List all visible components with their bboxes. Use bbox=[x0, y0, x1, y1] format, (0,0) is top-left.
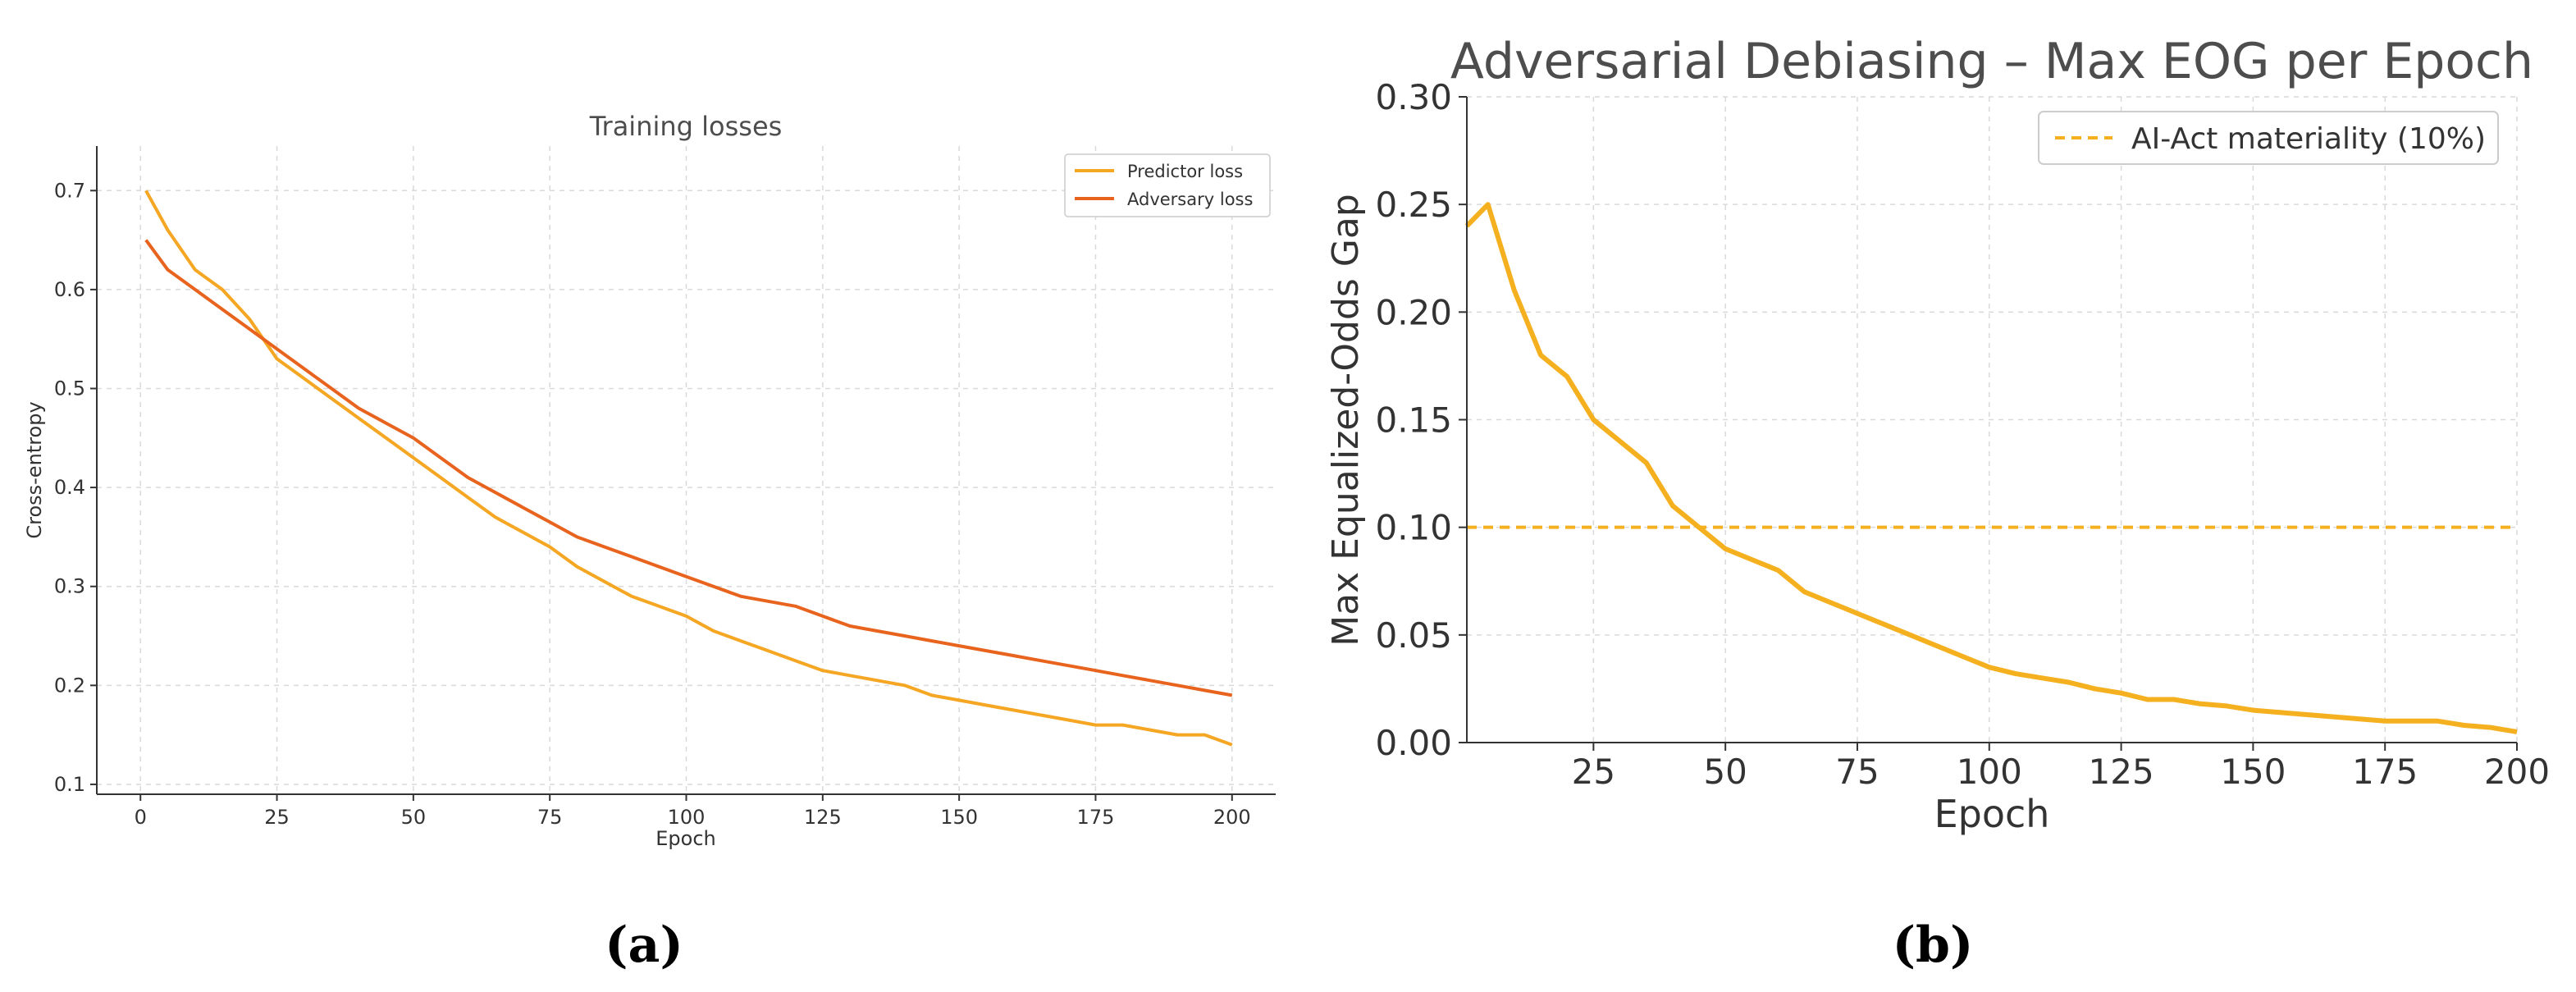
legend-adversary-label: Adversary loss bbox=[1127, 190, 1253, 209]
panel-a-x-tick-label: 100 bbox=[668, 806, 706, 829]
panel-b-y-tick-label: 0.30 bbox=[1375, 77, 1452, 117]
panel-b-y-tick-label: 0.20 bbox=[1375, 292, 1452, 332]
panel-a-x-tick-label: 150 bbox=[940, 806, 978, 829]
panel-a-y-tick-label: 0.1 bbox=[54, 773, 85, 796]
panel-b-x-tick-label: 200 bbox=[2484, 752, 2550, 792]
predictor-loss-line bbox=[144, 190, 1233, 747]
panel-b-legend: AI-Act materiality (10%) bbox=[2038, 111, 2499, 165]
panel-b-x-tick-label: 150 bbox=[2220, 752, 2286, 792]
panel-a-y-label: Cross-entropy bbox=[23, 401, 46, 538]
panel-a-x-tick-label: 200 bbox=[1213, 806, 1251, 829]
panel-b-x-tick-label: 25 bbox=[1572, 752, 1615, 792]
panel-b-max-eog: 25 50 75 100 125 150 175 200 0.000.050.100.150.… bbox=[1325, 33, 2550, 974]
panel-a-x-label: Epoch bbox=[655, 827, 716, 850]
panel-b-y-label: Max Equalized-Odds Gap bbox=[1325, 194, 1367, 647]
panel-b-x-tick-label: 50 bbox=[1703, 752, 1747, 792]
panel-b-x-tick-label: 175 bbox=[2352, 752, 2418, 792]
panel-a-x-tick-label: 125 bbox=[804, 806, 842, 829]
panel-a-x-tick-label: 25 bbox=[264, 806, 290, 829]
panel-b-lines bbox=[1464, 202, 2518, 734]
panel-a-x-tick-label: 175 bbox=[1077, 806, 1115, 829]
panel-a-x-tick-label: 0 bbox=[135, 806, 147, 829]
panel-b-caption: (b) bbox=[1893, 917, 1974, 974]
panel-b-title: Adversarial Debiasing – Max EOG per Epoc… bbox=[1450, 33, 2533, 90]
panel-a-y-tick-label: 0.5 bbox=[54, 377, 85, 400]
panel-a-caption: (a) bbox=[605, 917, 683, 974]
panel-b-grid bbox=[1467, 96, 2518, 743]
panel-a-y-tick-label: 0.2 bbox=[54, 674, 85, 697]
panel-a-grid bbox=[97, 146, 1276, 794]
panel-a-y-tick-label: 0.6 bbox=[54, 278, 85, 301]
panel-a-lines bbox=[144, 190, 1233, 747]
panel-a-y-tick-label: 0.3 bbox=[54, 575, 85, 598]
panel-b-x-ticks: 25 50 75 100 125 150 175 200 bbox=[1572, 743, 2550, 792]
panel-b-x-tick-label: 100 bbox=[1957, 752, 2022, 792]
legend-materiality-label: AI-Act materiality (10%) bbox=[2131, 122, 2486, 156]
panel-a-y-tick-label: 0.7 bbox=[54, 179, 85, 202]
legend-predictor-label: Predictor loss bbox=[1127, 162, 1243, 181]
panel-b-x-tick-label: 75 bbox=[1835, 752, 1879, 792]
panel-b-legend-box bbox=[2038, 111, 2499, 165]
panel-a-y-tick-label: 0.4 bbox=[54, 476, 85, 499]
panel-a-x-ticks: 0 25 50 75 100 125 150 175 200 bbox=[135, 794, 1251, 829]
panel-a-legend-box bbox=[1064, 153, 1271, 217]
panel-b-y-tick-label: 0.15 bbox=[1375, 400, 1452, 441]
panel-b-y-tick-label: 0.00 bbox=[1375, 723, 1452, 763]
panel-b-y-tick-label: 0.25 bbox=[1375, 185, 1452, 225]
panel-a-title: Training losses bbox=[589, 111, 783, 142]
panel-b-y-tick-label: 0.10 bbox=[1375, 508, 1452, 548]
panel-a-training-losses: 0 25 50 75 100 125 150 175 200 0.10.20.30.40.50.… bbox=[23, 111, 1276, 974]
panel-b-x-tick-label: 125 bbox=[2089, 752, 2154, 792]
panel-b-y-tick-label: 0.05 bbox=[1375, 615, 1452, 656]
panel-b-x-label: Epoch bbox=[1934, 792, 2050, 836]
max-eog-line bbox=[1464, 202, 2518, 734]
panel-a-x-tick-label: 50 bbox=[401, 806, 427, 829]
panel-a-legend: Predictor loss Adversary loss bbox=[1064, 153, 1271, 217]
adversary-loss-line bbox=[144, 239, 1233, 697]
panel-b-y-ticks: 0.00 0.05 0.10 0.15 0.20 0.25 0.30 bbox=[1375, 77, 1467, 763]
panel-a-x-tick-label: 75 bbox=[537, 806, 563, 829]
panel-a-y-ticks: 0.1 0.2 0.3 0.4 0.5 0.6 0.7 bbox=[54, 179, 97, 796]
